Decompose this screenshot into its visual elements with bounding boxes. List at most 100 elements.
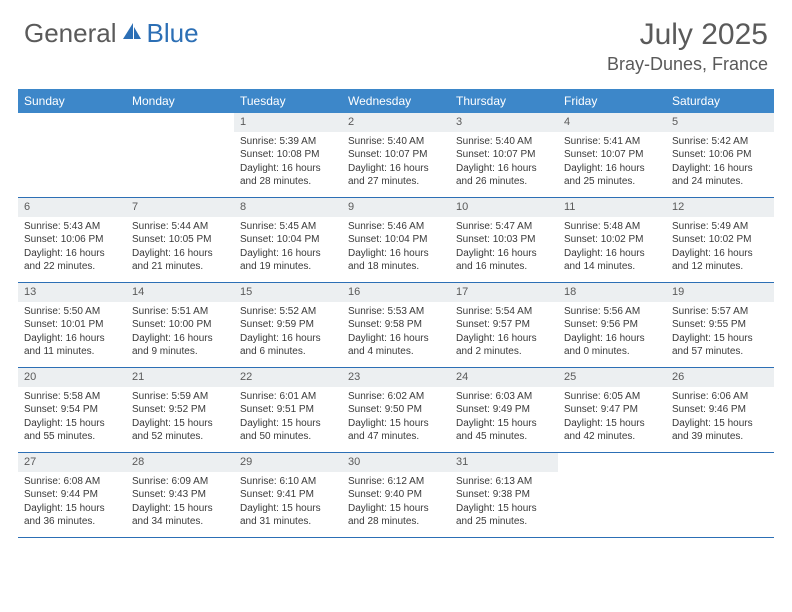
day-cell: 22Sunrise: 6:01 AMSunset: 9:51 PMDayligh… bbox=[234, 368, 342, 452]
day-number: 12 bbox=[666, 198, 774, 217]
title-block: July 2025 Bray-Dunes, France bbox=[607, 18, 768, 75]
day-number: 23 bbox=[342, 368, 450, 387]
day-cell: 6Sunrise: 5:43 AMSunset: 10:06 PMDayligh… bbox=[18, 198, 126, 282]
day-number: 15 bbox=[234, 283, 342, 302]
day-cell: 26Sunrise: 6:06 AMSunset: 9:46 PMDayligh… bbox=[666, 368, 774, 452]
day-cell: 18Sunrise: 5:56 AMSunset: 9:56 PMDayligh… bbox=[558, 283, 666, 367]
day-content: Sunrise: 6:10 AMSunset: 9:41 PMDaylight:… bbox=[234, 472, 342, 535]
day-cell: 19Sunrise: 5:57 AMSunset: 9:55 PMDayligh… bbox=[666, 283, 774, 367]
day-sunset: Sunset: 9:43 PM bbox=[132, 488, 228, 502]
day-daylight2: and 12 minutes. bbox=[672, 260, 768, 274]
day-cell: 12Sunrise: 5:49 AMSunset: 10:02 PMDaylig… bbox=[666, 198, 774, 282]
day-sunset: Sunset: 10:05 PM bbox=[132, 233, 228, 247]
day-sunrise: Sunrise: 5:49 AM bbox=[672, 220, 768, 234]
day-number: 11 bbox=[558, 198, 666, 217]
day-cell: 24Sunrise: 6:03 AMSunset: 9:49 PMDayligh… bbox=[450, 368, 558, 452]
day-cell: 28Sunrise: 6:09 AMSunset: 9:43 PMDayligh… bbox=[126, 453, 234, 537]
day-header-sunday: Sunday bbox=[18, 89, 126, 113]
day-number: 26 bbox=[666, 368, 774, 387]
day-sunset: Sunset: 10:07 PM bbox=[348, 148, 444, 162]
day-daylight2: and 21 minutes. bbox=[132, 260, 228, 274]
day-daylight1: Daylight: 15 hours bbox=[24, 502, 120, 516]
day-sunset: Sunset: 10:03 PM bbox=[456, 233, 552, 247]
day-cell: 1Sunrise: 5:39 AMSunset: 10:08 PMDayligh… bbox=[234, 113, 342, 197]
day-daylight1: Daylight: 16 hours bbox=[348, 247, 444, 261]
day-daylight2: and 31 minutes. bbox=[240, 515, 336, 529]
day-sunrise: Sunrise: 5:51 AM bbox=[132, 305, 228, 319]
day-daylight1: Daylight: 15 hours bbox=[672, 417, 768, 431]
day-content: Sunrise: 6:13 AMSunset: 9:38 PMDaylight:… bbox=[450, 472, 558, 535]
day-daylight2: and 18 minutes. bbox=[348, 260, 444, 274]
day-daylight2: and 28 minutes. bbox=[348, 515, 444, 529]
location-label: Bray-Dunes, France bbox=[607, 54, 768, 75]
week-row: 6Sunrise: 5:43 AMSunset: 10:06 PMDayligh… bbox=[18, 198, 774, 283]
day-cell: 21Sunrise: 5:59 AMSunset: 9:52 PMDayligh… bbox=[126, 368, 234, 452]
day-daylight1: Daylight: 16 hours bbox=[132, 247, 228, 261]
day-sunset: Sunset: 10:00 PM bbox=[132, 318, 228, 332]
day-header-monday: Monday bbox=[126, 89, 234, 113]
day-daylight1: Daylight: 16 hours bbox=[240, 162, 336, 176]
day-daylight2: and 50 minutes. bbox=[240, 430, 336, 444]
day-sunset: Sunset: 9:55 PM bbox=[672, 318, 768, 332]
day-number: 29 bbox=[234, 453, 342, 472]
brand-sail-icon bbox=[121, 21, 143, 46]
day-cell: 27Sunrise: 6:08 AMSunset: 9:44 PMDayligh… bbox=[18, 453, 126, 537]
day-number: 27 bbox=[18, 453, 126, 472]
day-daylight1: Daylight: 15 hours bbox=[456, 417, 552, 431]
day-number: 8 bbox=[234, 198, 342, 217]
day-sunrise: Sunrise: 6:03 AM bbox=[456, 390, 552, 404]
day-content: Sunrise: 5:43 AMSunset: 10:06 PMDaylight… bbox=[18, 217, 126, 280]
day-cell: 5Sunrise: 5:42 AMSunset: 10:06 PMDayligh… bbox=[666, 113, 774, 197]
day-sunrise: Sunrise: 5:39 AM bbox=[240, 135, 336, 149]
day-sunrise: Sunrise: 5:53 AM bbox=[348, 305, 444, 319]
day-daylight1: Daylight: 15 hours bbox=[348, 417, 444, 431]
day-daylight2: and 47 minutes. bbox=[348, 430, 444, 444]
day-daylight2: and 45 minutes. bbox=[456, 430, 552, 444]
day-daylight2: and 4 minutes. bbox=[348, 345, 444, 359]
day-daylight1: Daylight: 16 hours bbox=[132, 332, 228, 346]
day-number: 30 bbox=[342, 453, 450, 472]
day-header-row: Sunday Monday Tuesday Wednesday Thursday… bbox=[18, 89, 774, 113]
day-content: Sunrise: 6:12 AMSunset: 9:40 PMDaylight:… bbox=[342, 472, 450, 535]
day-sunrise: Sunrise: 5:43 AM bbox=[24, 220, 120, 234]
day-sunset: Sunset: 10:02 PM bbox=[672, 233, 768, 247]
day-content: Sunrise: 5:58 AMSunset: 9:54 PMDaylight:… bbox=[18, 387, 126, 450]
day-sunrise: Sunrise: 6:06 AM bbox=[672, 390, 768, 404]
day-sunrise: Sunrise: 5:57 AM bbox=[672, 305, 768, 319]
day-daylight1: Daylight: 15 hours bbox=[132, 502, 228, 516]
day-sunrise: Sunrise: 6:05 AM bbox=[564, 390, 660, 404]
day-content: Sunrise: 5:52 AMSunset: 9:59 PMDaylight:… bbox=[234, 302, 342, 365]
day-cell: 4Sunrise: 5:41 AMSunset: 10:07 PMDayligh… bbox=[558, 113, 666, 197]
page-header: General Blue July 2025 Bray-Dunes, Franc… bbox=[0, 0, 792, 83]
day-cell: 9Sunrise: 5:46 AMSunset: 10:04 PMDayligh… bbox=[342, 198, 450, 282]
day-number: 19 bbox=[666, 283, 774, 302]
brand-text-1: General bbox=[24, 18, 117, 49]
brand-logo: General Blue bbox=[24, 18, 199, 49]
day-content: Sunrise: 5:40 AMSunset: 10:07 PMDaylight… bbox=[450, 132, 558, 195]
day-daylight2: and 16 minutes. bbox=[456, 260, 552, 274]
day-cell bbox=[666, 453, 774, 537]
day-daylight1: Daylight: 16 hours bbox=[564, 332, 660, 346]
day-daylight2: and 39 minutes. bbox=[672, 430, 768, 444]
day-daylight1: Daylight: 15 hours bbox=[240, 502, 336, 516]
day-sunrise: Sunrise: 5:46 AM bbox=[348, 220, 444, 234]
day-sunset: Sunset: 9:57 PM bbox=[456, 318, 552, 332]
day-cell bbox=[558, 453, 666, 537]
day-number: 21 bbox=[126, 368, 234, 387]
day-number: 22 bbox=[234, 368, 342, 387]
day-daylight2: and 57 minutes. bbox=[672, 345, 768, 359]
brand-text-2: Blue bbox=[147, 18, 199, 49]
day-sunrise: Sunrise: 5:50 AM bbox=[24, 305, 120, 319]
day-cell bbox=[126, 113, 234, 197]
day-content: Sunrise: 6:06 AMSunset: 9:46 PMDaylight:… bbox=[666, 387, 774, 450]
day-daylight2: and 14 minutes. bbox=[564, 260, 660, 274]
day-content: Sunrise: 6:03 AMSunset: 9:49 PMDaylight:… bbox=[450, 387, 558, 450]
day-cell: 31Sunrise: 6:13 AMSunset: 9:38 PMDayligh… bbox=[450, 453, 558, 537]
day-number: 3 bbox=[450, 113, 558, 132]
day-number: 18 bbox=[558, 283, 666, 302]
day-sunset: Sunset: 10:06 PM bbox=[24, 233, 120, 247]
day-header-thursday: Thursday bbox=[450, 89, 558, 113]
day-daylight2: and 22 minutes. bbox=[24, 260, 120, 274]
day-daylight1: Daylight: 16 hours bbox=[24, 332, 120, 346]
day-sunset: Sunset: 9:54 PM bbox=[24, 403, 120, 417]
